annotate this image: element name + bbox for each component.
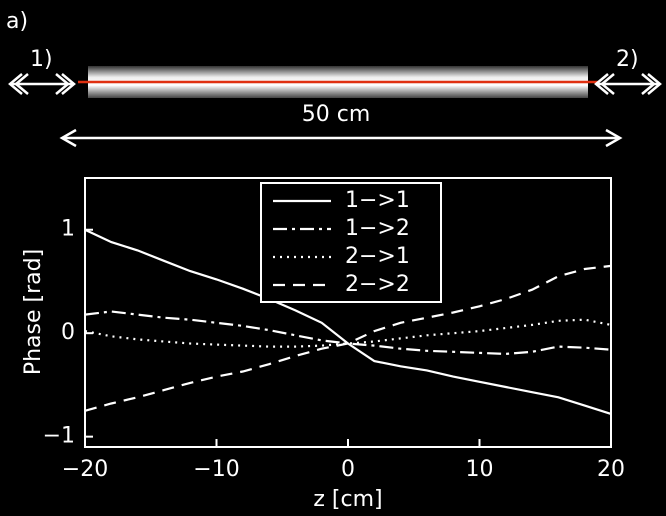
port-label: 2) [616,47,639,72]
y-axis-label: Phase [rad] [21,249,46,375]
y-tick-label: −1 [43,424,75,449]
port-label: 1) [30,47,53,72]
port-arrows [8,73,662,148]
y-tick-label: 0 [61,320,75,345]
length-label: 50 cm [302,102,371,127]
y-tick-label: 1 [61,217,75,242]
x-axis-label: z [cm] [313,487,382,512]
x-tick-label: 0 [341,457,355,482]
panel-label: a) [6,9,28,34]
series-line [84,264,612,412]
legend-label: 2−>2 [345,272,410,297]
x-tick-label: −20 [62,457,108,482]
series-line [84,310,612,356]
legend-label: 1−>2 [345,216,410,241]
legend-label: 2−>1 [345,244,410,269]
legend-box [260,182,442,303]
x-tick-label: −10 [193,457,239,482]
legend-label: 1−>1 [345,188,410,213]
x-tick-label: 20 [597,457,625,482]
x-tick-label: 10 [466,457,494,482]
